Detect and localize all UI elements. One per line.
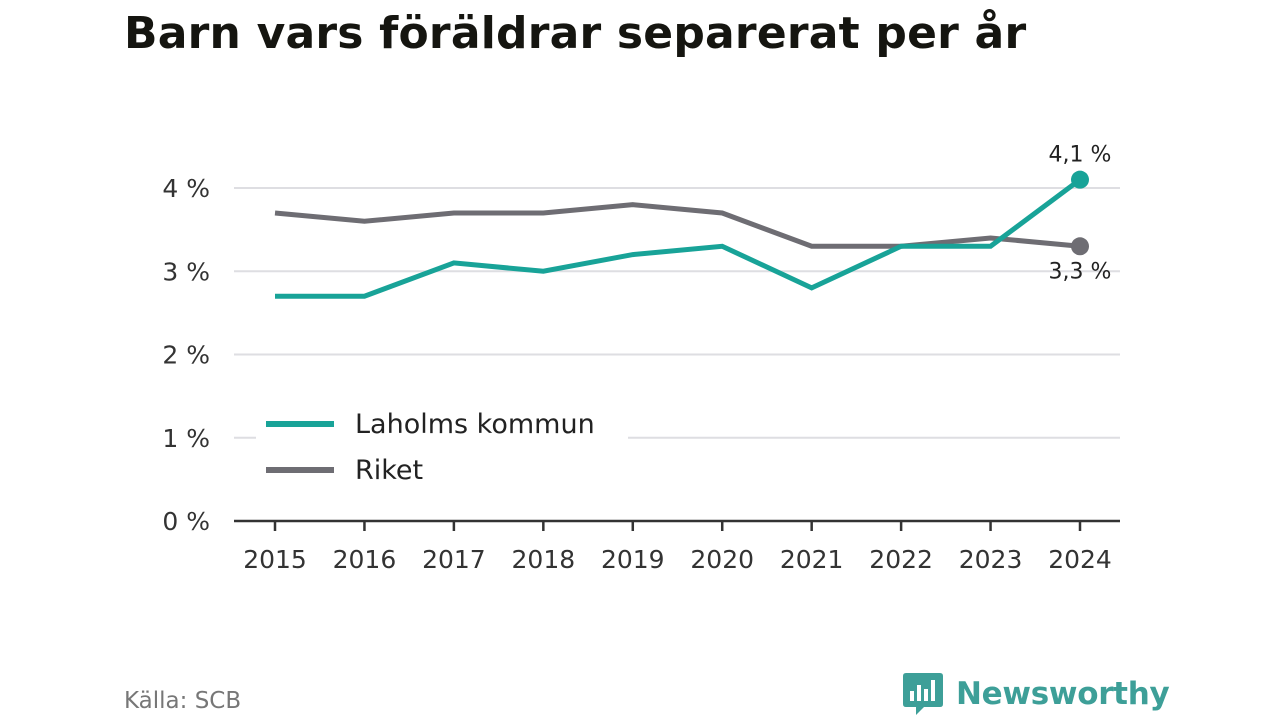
y-tick-label: 0 % [162,507,210,536]
chart-title: Barn vars föräldrar separerat per år [124,8,1027,59]
source-note: Källa: SCB [124,688,242,714]
y-tick-label: 4 % [162,174,210,203]
series-end-point [1071,237,1089,256]
data-labels: 4,1 % 3,3 % [1049,143,1112,285]
x-tick-label: 2023 [959,545,1023,574]
end-value-label: 3,3 % [1049,259,1112,284]
x-tick-label: 2024 [1048,545,1112,574]
x-tick-label: 2016 [333,545,397,574]
y-tick-label: 1 % [162,424,210,453]
series-line-riket [274,202,1081,249]
x-tick-label: 2020 [690,545,754,574]
brand-name: Newsworthy [956,676,1170,712]
brand-logo: Newsworthy [902,670,1170,718]
legend-label: Laholms kommun [355,409,595,440]
x-tick-label: 2017 [422,545,486,574]
x-tick-label: 2018 [512,545,576,574]
x-tick-label: 2022 [869,545,933,574]
x-tick-label: 2019 [601,545,665,574]
legend-background [256,394,628,500]
end-value-label: 4,1 % [1049,143,1112,168]
series-lines [274,170,1089,299]
x-axis: 2015 2016 2017 2018 2019 2020 2021 2022 2023 2024 [234,519,1120,574]
legend: Laholms kommun Riket [256,394,628,500]
bar-chart-speech-bubble-icon [903,673,943,715]
series-end-point [1071,170,1089,189]
x-tick-label: 2021 [780,545,844,574]
x-tick-label: 2015 [243,545,307,574]
gridlines: 0 % 1 % 2 % 3 % 4 % [162,174,1120,536]
series-line-laholms-kommun [275,177,1082,299]
y-tick-label: 3 % [162,257,210,286]
legend-label: Riket [355,455,423,486]
y-tick-label: 2 % [162,341,210,370]
